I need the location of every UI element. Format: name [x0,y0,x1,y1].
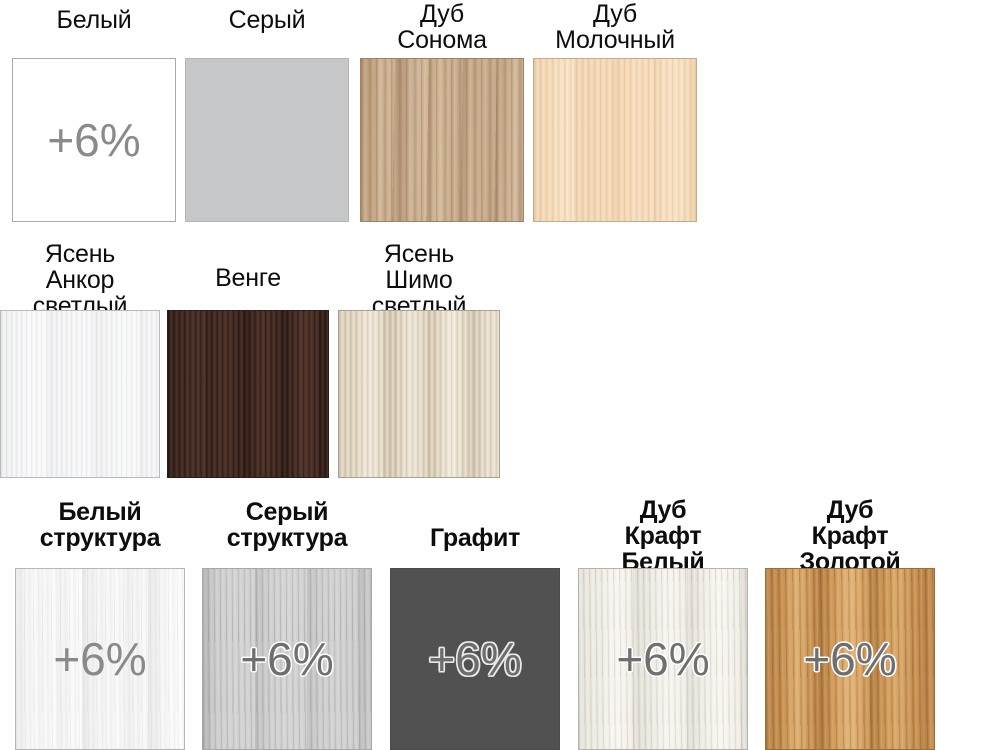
swatch-label-dub-kraft-zolotoy: Дуб Крафт Золотой [799,496,901,576]
wood-grain-overlay [1,311,159,477]
swatch-cell-seryy-struktura[interactable]: Серый структура +6% [202,498,372,750]
wood-grain-overlay [534,59,696,221]
swatch-tile-dub-sonoma[interactable] [360,58,524,222]
swatch-tile-yasen-ankor[interactable] [0,310,160,478]
swatch-cell-belyy[interactable]: Белый +6% [12,0,176,222]
swatch-cell-dub-molochnyy[interactable]: Дуб Молочный [533,0,697,222]
price-badge: +6% [53,633,147,685]
swatch-cell-dub-kraft-belyy[interactable]: Дуб Крафт Белый +6% [578,496,748,750]
swatch-label-seryy: Серый [228,6,306,34]
swatch-tile-yasen-shimo[interactable] [338,310,500,478]
wood-grain-overlay [186,59,348,221]
swatch-tile-grafit[interactable]: +6% [390,568,560,750]
price-badge: +6% [803,633,897,685]
price-badge: +6% [240,633,334,685]
swatch-cell-seryy[interactable]: Серый [185,0,349,222]
swatch-cell-venge[interactable]: Венге [167,240,329,478]
swatch-cell-grafit[interactable]: Графит +6% [390,498,560,750]
swatch-cell-dub-kraft-zolotoy[interactable]: Дуб Крафт Золотой +6% [765,496,935,750]
swatch-label-belyy: Белый [56,6,132,34]
swatch-label-yasen-ankor: Ясень Анкор светлый [32,240,128,320]
swatch-label-dub-kraft-belyy: Дуб Крафт Белый [621,496,705,576]
swatch-tile-dub-kraft-zolotoy[interactable]: +6% [765,568,935,750]
price-badge: +6% [428,633,522,685]
swatch-label-yasen-shimo: Ясень Шимо светлый [371,240,467,320]
swatch-tile-dub-kraft-belyy[interactable]: +6% [578,568,748,750]
swatch-cell-dub-sonoma[interactable]: Дуб Сонома [360,0,524,222]
swatch-tile-venge[interactable] [167,310,329,478]
swatch-tile-seryy[interactable] [185,58,349,222]
swatch-label-seryy-struktura: Серый структура [226,498,348,552]
swatch-cell-belyy-struktura[interactable]: Белый структура +6% [15,498,185,750]
swatch-label-belyy-struktura: Белый структура [39,498,161,552]
wood-grain-overlay [339,311,499,477]
price-badge: +6% [616,633,710,685]
price-badge: +6% [47,114,141,166]
wood-grain-overlay [168,311,328,477]
swatch-label-dub-molochnyy: Дуб Молочный [555,0,675,54]
swatch-tile-belyy-struktura[interactable]: +6% [15,568,185,750]
swatch-label-dub-sonoma: Дуб Сонома [397,0,487,54]
swatch-tile-belyy[interactable]: +6% [12,58,176,222]
wood-grain-overlay [361,59,523,221]
swatch-cell-yasen-shimo[interactable]: Ясень Шимо светлый [338,240,500,478]
swatch-tile-dub-molochnyy[interactable] [533,58,697,222]
swatch-cell-yasen-ankor[interactable]: Ясень Анкор светлый [0,240,160,478]
swatch-label-venge: Венге [215,264,281,292]
swatch-label-grafit: Графит [429,524,521,552]
swatch-tile-seryy-struktura[interactable]: +6% [202,568,372,750]
